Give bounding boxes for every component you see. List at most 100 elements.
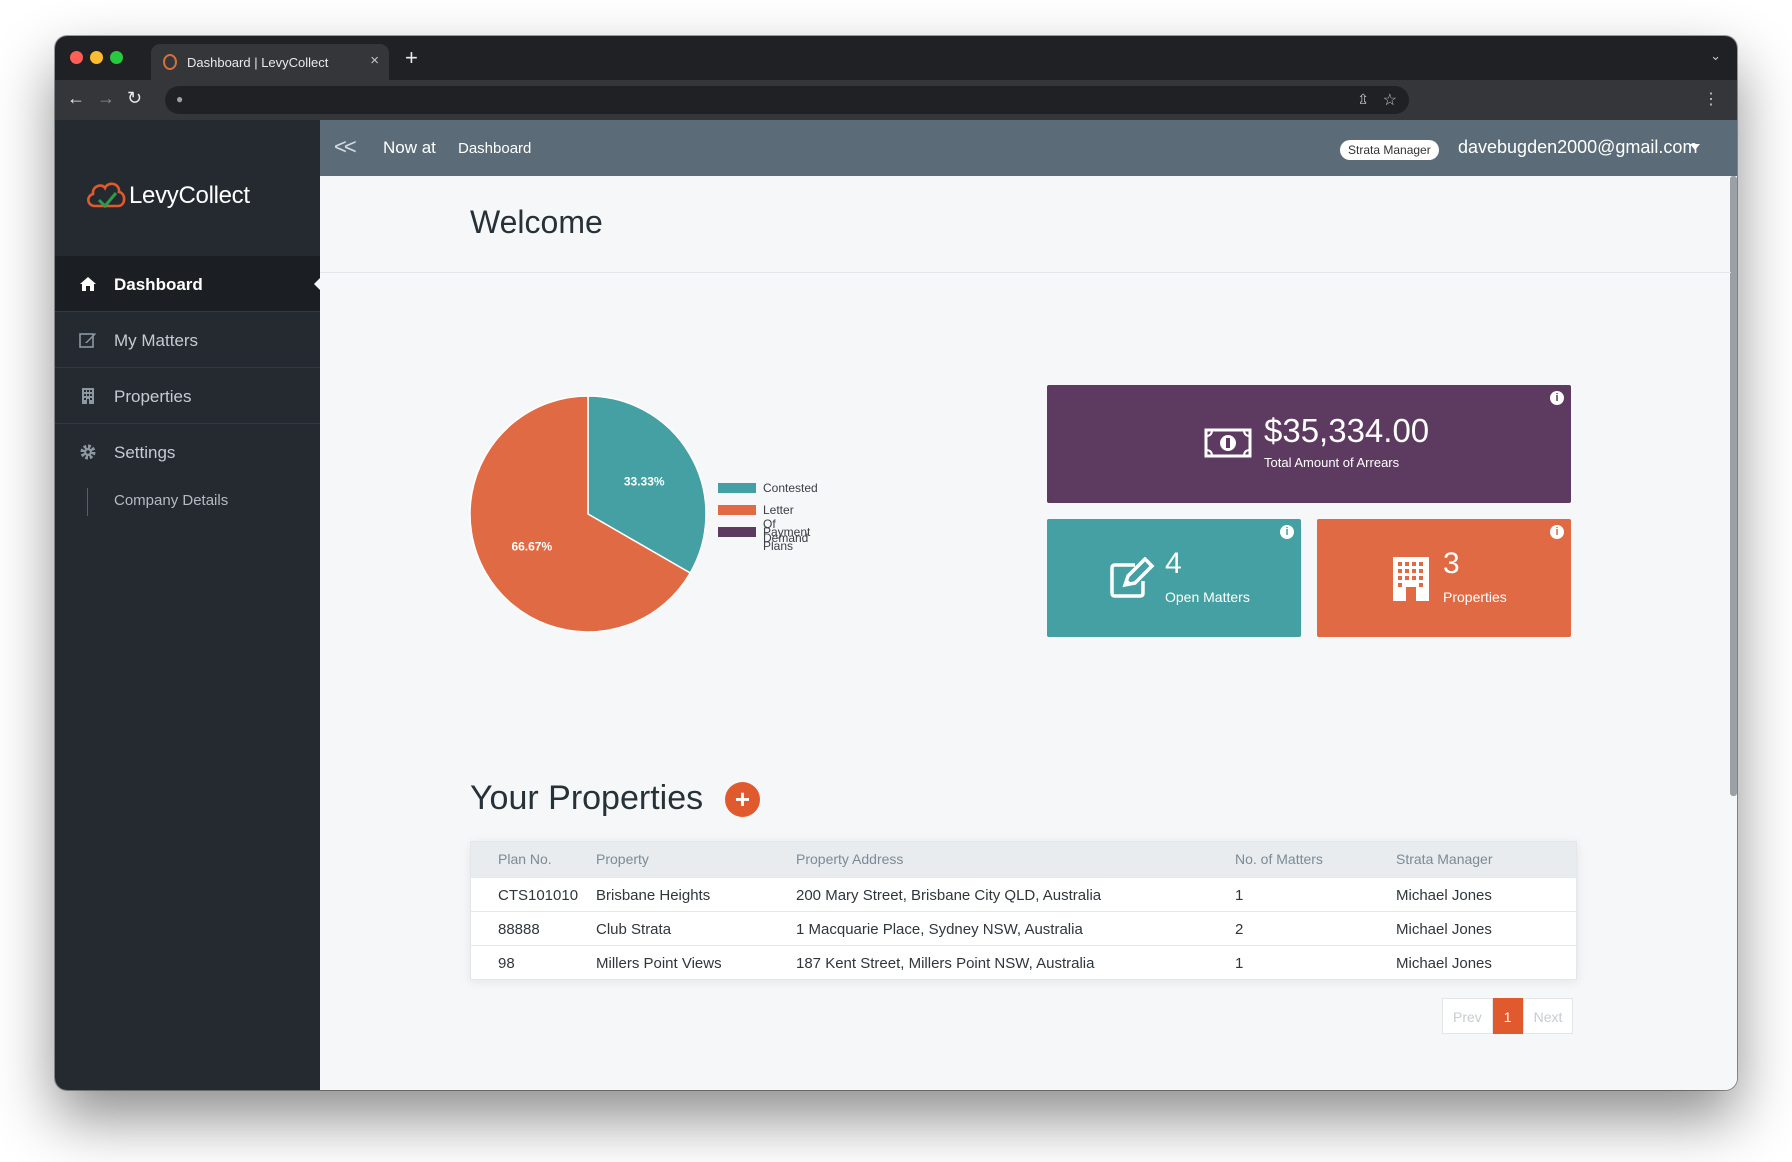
table-row[interactable]: CTS101010 Brisbane Heights 200 Mary Stre… [471, 877, 1576, 911]
sidebar-item-my-matters[interactable]: My Matters [55, 312, 320, 368]
legend-label: Letter Of Demand [763, 503, 809, 545]
cell-address: 187 Kent Street, Millers Point NSW, Aust… [796, 955, 1095, 972]
open-matters-label: Open Matters [1165, 589, 1250, 605]
tab-search-chevron-icon[interactable]: ⌄ [1710, 48, 1721, 63]
collapse-sidebar-button[interactable]: << [334, 134, 357, 159]
tab-title: Dashboard | LevyCollect [187, 55, 329, 70]
now-at-label: Now at [383, 138, 436, 157]
tab-close-icon[interactable]: × [370, 52, 379, 69]
close-window-button[interactable] [70, 51, 83, 64]
cell-address: 1 Macquarie Place, Sydney NSW, Australia [796, 921, 1083, 938]
open-matters-stat-tile[interactable]: i 4 Open Matters [1047, 519, 1301, 637]
pie-data-label: 33.33% [624, 475, 665, 489]
prev-page-button[interactable]: Prev [1442, 998, 1493, 1034]
favicon-icon [163, 54, 177, 70]
browser-window: Dashboard | LevyCollect × + ⌄ ← → ↻ ● ⇫ … [55, 36, 1737, 1090]
new-tab-button[interactable]: + [405, 45, 418, 70]
maximize-window-button[interactable] [110, 51, 123, 64]
cell-plan-no: CTS101010 [498, 887, 579, 904]
gear-icon [80, 444, 96, 460]
sidebar: LevyCollect Dashboard My Matters Propert… [55, 120, 320, 1090]
logo-text: LevyCollect [129, 182, 250, 209]
page-1-button[interactable]: 1 [1492, 998, 1523, 1034]
properties-stat-tile[interactable]: i 3 Properties [1317, 519, 1571, 637]
cell-plan-no: 98 [498, 955, 515, 972]
table-row[interactable]: 88888 Club Strata 1 Macquarie Place, Syd… [471, 911, 1576, 945]
minimize-window-button[interactable] [90, 51, 103, 64]
pagination: Prev 1 Next [1442, 998, 1574, 1034]
sidebar-item-settings[interactable]: Settings [55, 424, 320, 480]
arrears-label: Total Amount of Arrears [1264, 455, 1400, 470]
legend-label: Contested [763, 481, 818, 495]
column-header-plan-no[interactable]: Plan No. [498, 851, 552, 867]
forward-arrow-icon[interactable]: → [97, 88, 115, 108]
properties-table: Plan No. Property Property Address No. o… [470, 841, 1577, 980]
page-title: Welcome [470, 204, 603, 240]
reload-icon[interactable]: ↻ [127, 88, 143, 108]
sidebar-item-dashboard[interactable]: Dashboard [55, 256, 320, 312]
edit-icon [79, 333, 96, 348]
cell-property: Club Strata [596, 921, 672, 938]
cell-strata-manager: Michael Jones [1396, 921, 1492, 938]
sidebar-menu: Dashboard My Matters Properties Settings… [55, 256, 320, 524]
column-header-matters[interactable]: No. of Matters [1235, 851, 1323, 867]
pie-data-label: 66.67% [511, 539, 552, 553]
tab-strip: Dashboard | LevyCollect × + ⌄ [55, 36, 1737, 80]
cell-matters: 1 [1235, 955, 1244, 972]
sidebar-item-label: Properties [114, 387, 192, 406]
info-icon[interactable]: i [1550, 391, 1564, 405]
home-icon [80, 277, 96, 291]
cell-strata-manager: Michael Jones [1396, 955, 1492, 972]
share-icon[interactable]: ⇫ [1357, 91, 1369, 107]
lock-icon: ● [176, 92, 184, 106]
info-icon[interactable]: i [1280, 525, 1294, 539]
cell-strata-manager: Michael Jones [1396, 887, 1492, 904]
cell-property: Millers Point Views [596, 955, 722, 972]
cell-matters: 1 [1235, 887, 1244, 904]
scrollbar[interactable] [1730, 176, 1737, 796]
address-toolbar: ← → ↻ ● ⇫ ☆ ⋮ [55, 80, 1737, 120]
breadcrumb: Dashboard [458, 140, 532, 157]
arrears-stat-tile[interactable]: i $35,334.00 Total Amount of Arrears [1047, 385, 1571, 503]
info-icon[interactable]: i [1550, 525, 1564, 539]
pie-slice-contested[interactable] [587, 395, 707, 575]
cell-plan-no: 88888 [498, 921, 540, 938]
browser-tab[interactable]: Dashboard | LevyCollect × [151, 44, 389, 80]
back-arrow-icon[interactable]: ← [67, 88, 85, 108]
legend-swatch [718, 527, 756, 537]
sidebar-item-label: Dashboard [114, 275, 203, 294]
column-header-address[interactable]: Property Address [796, 851, 904, 867]
properties-count: 3 [1443, 547, 1460, 580]
divider [320, 272, 1731, 273]
role-badge: Strata Manager [1340, 140, 1439, 160]
building-icon [1393, 557, 1429, 601]
bookmark-star-icon[interactable]: ☆ [1382, 92, 1397, 109]
sidebar-subitem-company-details[interactable]: Company Details [55, 480, 320, 524]
building-icon [82, 388, 94, 404]
cell-matters: 2 [1235, 921, 1244, 938]
properties-label: Properties [1443, 589, 1507, 605]
pie-slice-letter-of-demand[interactable] [469, 395, 692, 633]
sidebar-subitem-label: Company Details [114, 492, 229, 509]
sidebar-item-label: Settings [114, 443, 176, 462]
user-menu[interactable]: davebugden2000@gmail.com [1458, 137, 1698, 157]
legend-swatch [718, 483, 756, 493]
top-navbar: << Now at Dashboard Strata Manager daveb… [320, 120, 1737, 176]
legend-swatch [718, 505, 756, 515]
edit-icon [1110, 557, 1155, 598]
cloud-logo-icon [87, 182, 126, 209]
cell-property: Brisbane Heights [596, 887, 711, 904]
sidebar-item-properties[interactable]: Properties [55, 368, 320, 424]
add-property-button[interactable]: + [725, 782, 760, 817]
next-page-button[interactable]: Next [1522, 998, 1574, 1034]
cell-address: 200 Mary Street, Brisbane City QLD, Aust… [796, 887, 1102, 904]
submenu-divider [87, 488, 88, 516]
column-header-property[interactable]: Property [596, 851, 649, 867]
arrears-pie-chart: 33.33% 66.67% [469, 395, 707, 633]
address-bar[interactable]: ● ⇫ ☆ [165, 86, 1409, 114]
arrears-amount: $35,334.00 [1264, 412, 1430, 449]
table-row[interactable]: 98 Millers Point Views 187 Kent Street, … [471, 945, 1576, 979]
user-menu-caret-icon[interactable] [1690, 144, 1700, 150]
browser-menu-icon[interactable]: ⋮ [1703, 91, 1719, 108]
column-header-strata-manager[interactable]: Strata Manager [1396, 851, 1493, 867]
